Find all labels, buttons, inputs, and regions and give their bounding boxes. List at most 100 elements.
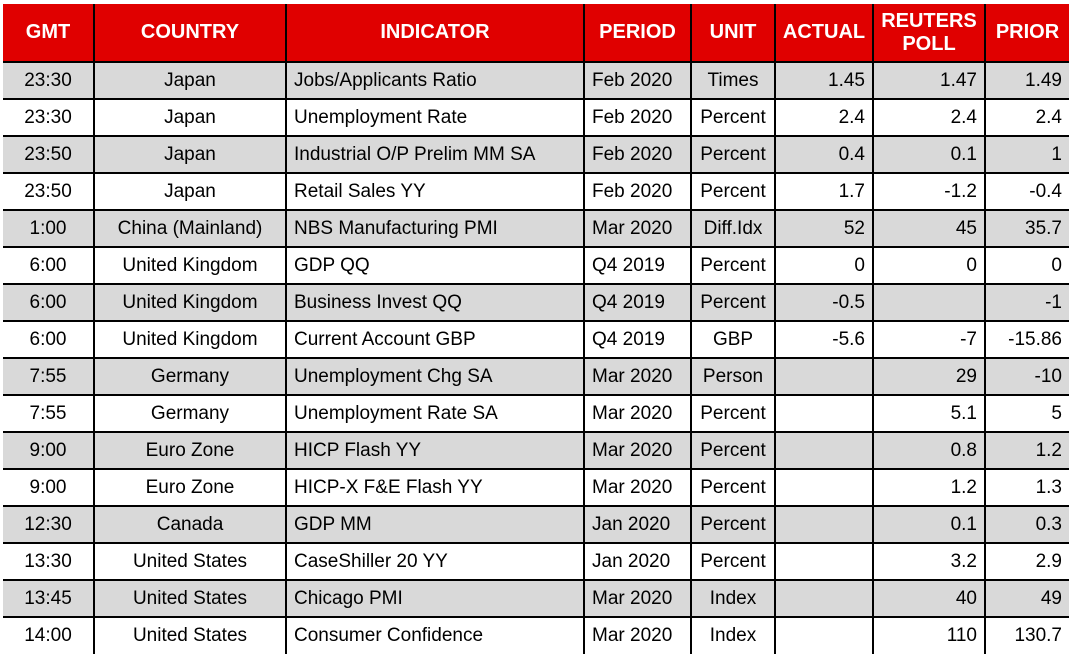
table-row: 13:30 United States CaseShiller 20 YY Jan 2… — [3, 542, 1069, 581]
cell-gmt: 12:30 — [3, 505, 95, 544]
cell-gmt: 23:50 — [3, 135, 95, 174]
cell-prior: 1.3 — [984, 468, 1069, 507]
cell-country: United States — [93, 542, 287, 581]
cell-unit: Times — [690, 61, 776, 100]
cell-actual — [774, 431, 874, 470]
table-row: 7:55 Germany Unemployment Chg SA Mar 2020 Pe… — [3, 357, 1069, 396]
cell-reuters_poll: -7 — [872, 320, 986, 359]
cell-reuters_poll: 29 — [872, 357, 986, 396]
cell-actual — [774, 468, 874, 507]
cell-indicator: GDP QQ — [285, 246, 585, 285]
cell-country: China (Mainland) — [93, 209, 287, 248]
cell-indicator: HICP Flash YY — [285, 431, 585, 470]
cell-period: Mar 2020 — [583, 468, 692, 507]
cell-reuters_poll: 0 — [872, 246, 986, 285]
cell-period: Mar 2020 — [583, 579, 692, 618]
cell-actual — [774, 542, 874, 581]
cell-prior: 5 — [984, 394, 1069, 433]
cell-country: Japan — [93, 172, 287, 211]
table-row: 7:55 Germany Unemployment Rate SA Mar 2020 P… — [3, 394, 1069, 433]
cell-unit: Percent — [690, 468, 776, 507]
cell-actual: 52 — [774, 209, 874, 248]
cell-period: Mar 2020 — [583, 431, 692, 470]
cell-prior: 2.9 — [984, 542, 1069, 581]
cell-gmt: 6:00 — [3, 246, 95, 285]
cell-indicator: Consumer Confidence — [285, 616, 585, 654]
cell-gmt: 9:00 — [3, 468, 95, 507]
column-header-period: PERIOD — [583, 4, 692, 63]
column-header-prior: PRIOR — [984, 4, 1069, 63]
cell-indicator: NBS Manufacturing PMI — [285, 209, 585, 248]
cell-reuters_poll — [872, 283, 986, 322]
column-header-indicator: INDICATOR — [285, 4, 585, 63]
cell-prior: 1.49 — [984, 61, 1069, 100]
table-row: 6:00 United Kingdom Business Invest QQ Q4 2… — [3, 283, 1069, 322]
table-row: 6:00 United Kingdom Current Account GBP Q4 … — [3, 320, 1069, 359]
cell-country: United States — [93, 616, 287, 654]
cell-gmt: 6:00 — [3, 320, 95, 359]
cell-unit: Percent — [690, 394, 776, 433]
column-header-unit: UNIT — [690, 4, 776, 63]
cell-period: Jan 2020 — [583, 542, 692, 581]
cell-indicator: Unemployment Chg SA — [285, 357, 585, 396]
cell-country: Germany — [93, 394, 287, 433]
cell-prior: 0 — [984, 246, 1069, 285]
cell-prior: -0.4 — [984, 172, 1069, 211]
cell-prior: 35.7 — [984, 209, 1069, 248]
table-row: 12:30 Canada GDP MM Jan 2020 Percent 0.1 0.3 — [3, 505, 1069, 544]
cell-unit: Percent — [690, 135, 776, 174]
cell-unit: Percent — [690, 542, 776, 581]
cell-unit: Percent — [690, 98, 776, 137]
cell-period: Feb 2020 — [583, 172, 692, 211]
table-body: 23:30 Japan Jobs/Applicants Ratio Feb 2020 T… — [3, 61, 1069, 654]
cell-period: Mar 2020 — [583, 394, 692, 433]
cell-country: Euro Zone — [93, 468, 287, 507]
cell-unit: Percent — [690, 246, 776, 285]
cell-country: United Kingdom — [93, 246, 287, 285]
cell-country: Japan — [93, 98, 287, 137]
cell-unit: GBP — [690, 320, 776, 359]
cell-country: Canada — [93, 505, 287, 544]
cell-actual — [774, 394, 874, 433]
cell-reuters_poll: 0.1 — [872, 505, 986, 544]
cell-unit: Percent — [690, 505, 776, 544]
cell-indicator: Current Account GBP — [285, 320, 585, 359]
cell-reuters_poll: 5.1 — [872, 394, 986, 433]
cell-gmt: 13:45 — [3, 579, 95, 618]
cell-actual: 2.4 — [774, 98, 874, 137]
cell-period: Mar 2020 — [583, 357, 692, 396]
cell-country: United Kingdom — [93, 320, 287, 359]
cell-prior: 130.7 — [984, 616, 1069, 654]
cell-prior: 1.2 — [984, 431, 1069, 470]
table-row: 23:50 Japan Retail Sales YY Feb 2020 Percent… — [3, 172, 1069, 211]
cell-period: Jan 2020 — [583, 505, 692, 544]
cell-gmt: 14:00 — [3, 616, 95, 654]
column-header-actual: ACTUAL — [774, 4, 874, 63]
cell-reuters_poll: 3.2 — [872, 542, 986, 581]
table-row: 1:00 China (Mainland) NBS Manufacturing PM… — [3, 209, 1069, 248]
cell-unit: Index — [690, 579, 776, 618]
economic-calendar: GMT COUNTRY INDICATOR PERIOD UNIT ACTUAL REUTE… — [3, 4, 1069, 654]
cell-indicator: Industrial O/P Prelim MM SA — [285, 135, 585, 174]
cell-actual: 1.45 — [774, 61, 874, 100]
cell-prior: 49 — [984, 579, 1069, 618]
column-header-country: COUNTRY — [93, 4, 287, 63]
cell-actual: 1.7 — [774, 172, 874, 211]
cell-reuters_poll: 0.1 — [872, 135, 986, 174]
cell-period: Q4 2019 — [583, 320, 692, 359]
cell-reuters_poll: 1.47 — [872, 61, 986, 100]
table-row: 23:50 Japan Industrial O/P Prelim MM SA Feb… — [3, 135, 1069, 174]
cell-unit: Index — [690, 616, 776, 654]
cell-gmt: 1:00 — [3, 209, 95, 248]
cell-country: United States — [93, 579, 287, 618]
cell-reuters_poll: 0.8 — [872, 431, 986, 470]
economic-calendar-table: GMT COUNTRY INDICATOR PERIOD UNIT ACTUAL REUTE… — [3, 4, 1069, 654]
cell-actual — [774, 616, 874, 654]
cell-prior: 1 — [984, 135, 1069, 174]
cell-period: Q4 2019 — [583, 283, 692, 322]
cell-indicator: Unemployment Rate — [285, 98, 585, 137]
cell-indicator: CaseShiller 20 YY — [285, 542, 585, 581]
cell-gmt: 23:30 — [3, 98, 95, 137]
cell-country: United Kingdom — [93, 283, 287, 322]
cell-country: Euro Zone — [93, 431, 287, 470]
